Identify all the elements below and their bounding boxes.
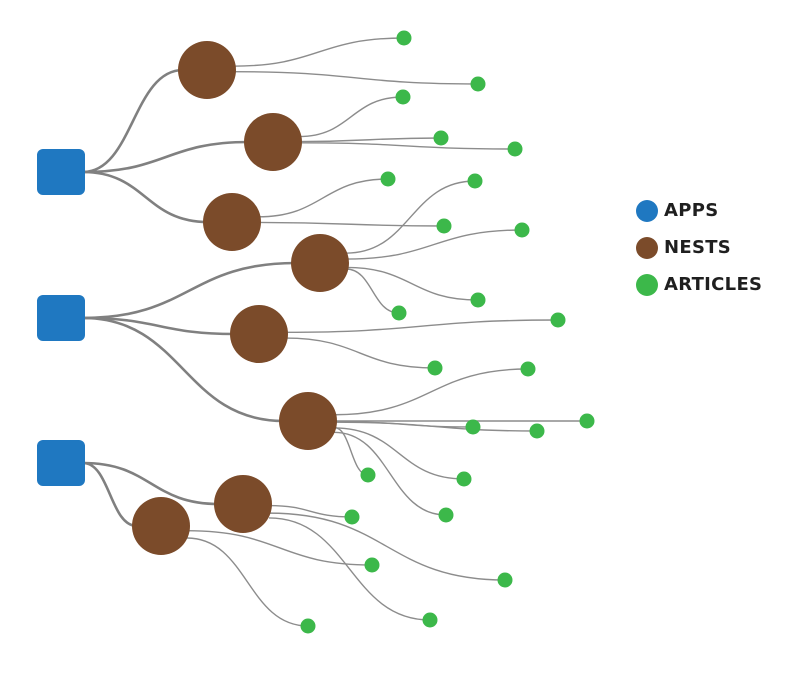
- nest-article-link: [257, 221, 445, 227]
- legend-label-nests: NESTS: [664, 237, 732, 258]
- article-node[interactable]: [465, 419, 481, 435]
- article-node[interactable]: [497, 572, 513, 588]
- nodes: [37, 30, 595, 634]
- app-node[interactable]: [37, 440, 85, 486]
- nest-article-link: [333, 427, 465, 480]
- nest-article-link: [232, 37, 405, 67]
- nest-article-link: [333, 368, 529, 416]
- app-nest-link: [82, 316, 236, 336]
- article-node[interactable]: [364, 557, 380, 573]
- article-node[interactable]: [520, 361, 536, 377]
- nest-article-link: [333, 421, 538, 432]
- article-node[interactable]: [422, 612, 438, 628]
- article-node[interactable]: [380, 171, 396, 187]
- nest-article-link: [333, 431, 447, 516]
- article-node[interactable]: [470, 292, 486, 308]
- nest-article-link: [232, 70, 479, 85]
- nest-article-link: [298, 137, 442, 143]
- nest-article-link: [345, 268, 400, 314]
- legend-swatch-apps: [636, 199, 658, 222]
- nest-article-link: [268, 512, 506, 581]
- article-node[interactable]: [433, 130, 449, 146]
- nest-article-link: [268, 504, 353, 518]
- nest-node[interactable]: [230, 305, 288, 363]
- nest-node[interactable]: [178, 41, 236, 99]
- nest-article-link: [298, 96, 404, 138]
- article-node[interactable]: [550, 312, 566, 328]
- nest-article-link: [345, 180, 476, 254]
- app-node[interactable]: [37, 149, 85, 195]
- article-node[interactable]: [395, 89, 411, 105]
- nest-article-link: [186, 529, 373, 566]
- article-node[interactable]: [579, 413, 595, 429]
- legend-label-apps: APPS: [664, 200, 719, 221]
- nest-article-link: [186, 537, 309, 627]
- nest-article-link: [257, 178, 389, 218]
- legend-swatch-nests: [636, 236, 658, 259]
- article-node[interactable]: [529, 423, 545, 439]
- legend-item-apps: APPS: [636, 192, 762, 229]
- nest-node[interactable]: [244, 113, 302, 171]
- article-node[interactable]: [514, 222, 530, 238]
- app-node[interactable]: [37, 295, 85, 341]
- article-node[interactable]: [467, 173, 483, 189]
- nest-node[interactable]: [291, 234, 349, 292]
- nest-article-link: [345, 229, 523, 260]
- legend-item-articles: ARTICLES: [636, 266, 762, 303]
- nest-article-link: [268, 517, 431, 621]
- legend: APPS NESTS ARTICLES: [636, 192, 762, 303]
- nest-node[interactable]: [132, 497, 190, 555]
- app-nest-link: [82, 316, 285, 423]
- app-nest-link: [82, 461, 220, 506]
- nest-node[interactable]: [279, 392, 337, 450]
- article-node[interactable]: [360, 467, 376, 483]
- article-node[interactable]: [436, 218, 452, 234]
- nest-article-link: [284, 337, 436, 369]
- app-nest-link: [82, 140, 250, 174]
- legend-item-nests: NESTS: [636, 229, 762, 266]
- article-node[interactable]: [470, 76, 486, 92]
- links: [82, 37, 587, 627]
- legend-label-articles: ARTICLES: [664, 274, 763, 295]
- app-nest-link: [82, 170, 209, 224]
- app-nest-link: [82, 261, 297, 320]
- article-node[interactable]: [300, 618, 316, 634]
- app-nest-link: [82, 68, 184, 174]
- nest-node[interactable]: [203, 193, 261, 251]
- nest-article-link: [298, 142, 516, 150]
- nest-article-link: [345, 266, 479, 301]
- article-node[interactable]: [396, 30, 412, 46]
- legend-swatch-articles: [636, 273, 658, 296]
- article-node[interactable]: [344, 509, 360, 525]
- article-node[interactable]: [456, 471, 472, 487]
- article-node[interactable]: [507, 141, 523, 157]
- nest-node[interactable]: [214, 475, 272, 533]
- article-node[interactable]: [391, 305, 407, 321]
- article-node[interactable]: [438, 507, 454, 523]
- article-node[interactable]: [427, 360, 443, 376]
- nest-article-link: [284, 319, 559, 334]
- app-nest-link: [82, 461, 138, 528]
